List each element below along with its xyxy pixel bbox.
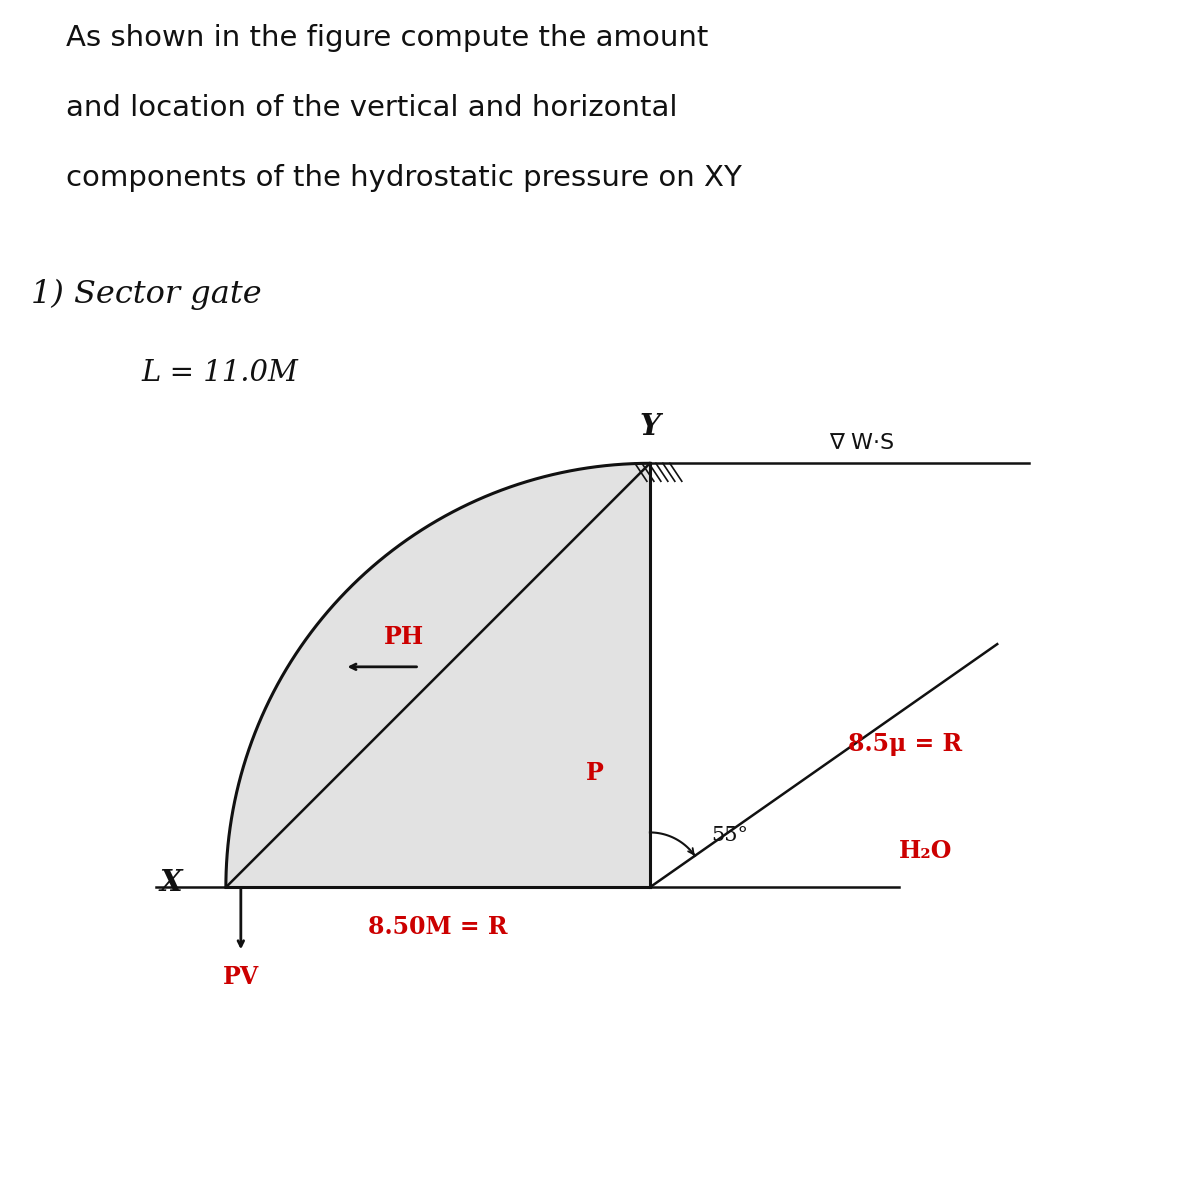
Text: PH: PH bbox=[384, 625, 425, 649]
Text: 1) Sector gate: 1) Sector gate bbox=[31, 279, 262, 310]
Text: X: X bbox=[160, 867, 182, 897]
Text: ∇ W·S: ∇ W·S bbox=[829, 434, 894, 454]
Text: 8.5μ = R: 8.5μ = R bbox=[848, 732, 962, 756]
Text: PV: PV bbox=[223, 965, 259, 990]
Text: As shown in the figure compute the amount: As shown in the figure compute the amoun… bbox=[66, 24, 709, 52]
Text: H₂O: H₂O bbox=[899, 839, 952, 862]
Text: components of the hydrostatic pressure on XY: components of the hydrostatic pressure o… bbox=[66, 164, 742, 192]
Text: P: P bbox=[586, 760, 604, 784]
Text: L = 11.0M: L = 11.0M bbox=[142, 359, 298, 386]
Text: 55°: 55° bbox=[712, 826, 749, 845]
Text: and location of the vertical and horizontal: and location of the vertical and horizon… bbox=[66, 94, 678, 122]
Polygon shape bbox=[226, 463, 650, 887]
Text: Y: Y bbox=[640, 412, 660, 442]
Text: 8.50M = R: 8.50M = R bbox=[368, 915, 508, 940]
